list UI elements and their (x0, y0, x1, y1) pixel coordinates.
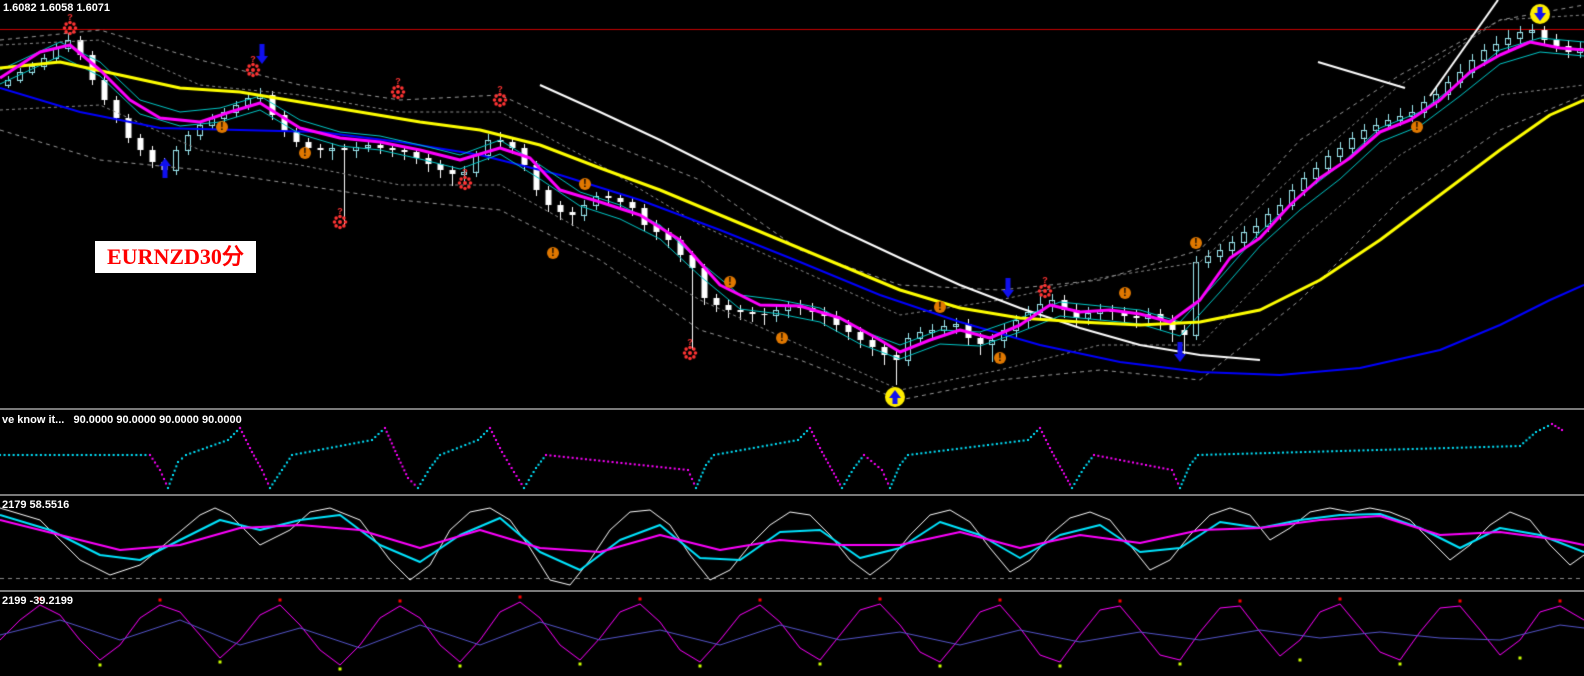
symbol-timeframe-label: EURNZD30分 (95, 241, 256, 273)
indicator2-values-label: 2179 58.5516 (2, 499, 70, 511)
indicator1-values-label: ve know it... 90.0000 90.0000 90.0000 90… (2, 414, 242, 426)
chart-ohlc-readout: 1.6082 1.6058 1.6071 (3, 2, 111, 14)
indicator3-values-label: 2199 -39.2199 (2, 595, 73, 607)
panel-separator[interactable] (0, 408, 1584, 410)
panel-separator[interactable] (0, 590, 1584, 592)
panel-separator[interactable] (0, 494, 1584, 496)
